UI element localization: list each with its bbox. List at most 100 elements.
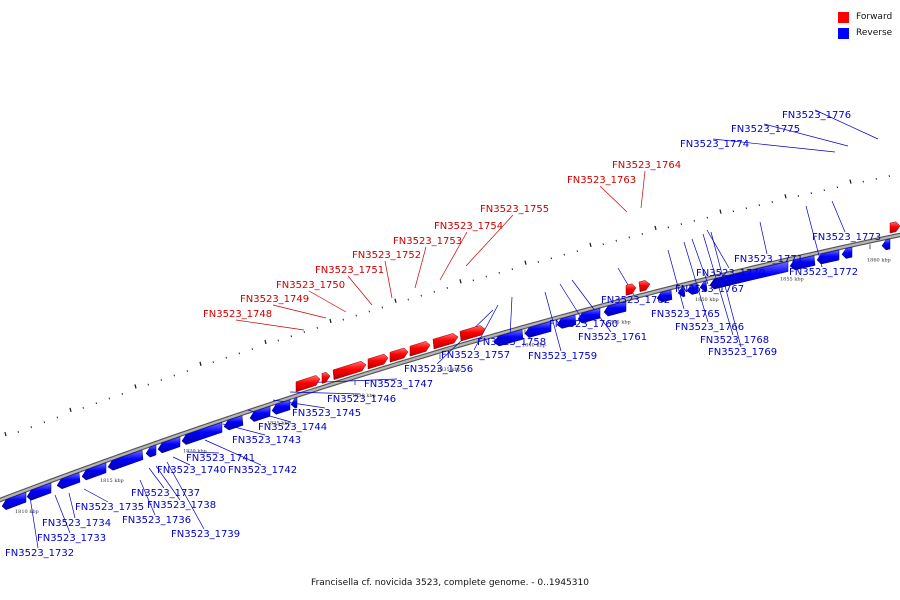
tick-mark xyxy=(563,253,566,256)
gene-label: FN3523_1744 xyxy=(258,422,327,433)
leader-line xyxy=(347,275,373,306)
leader-line xyxy=(204,439,262,466)
leader-line xyxy=(139,479,156,516)
legend-forward: Forward xyxy=(838,9,892,25)
leader-line xyxy=(712,138,836,153)
gene-label: FN3523_1763 xyxy=(567,175,636,186)
gene-box xyxy=(1,491,27,511)
gene-label: FN3523_1752 xyxy=(352,250,421,261)
kbp-ticks: 1810 kbp 1815 kbp 1820 kbp 1825 kbp 1830 kbp… xyxy=(15,244,891,515)
gene-box xyxy=(699,280,708,292)
reverse-gene-feature xyxy=(881,238,891,251)
reverse-gene-feature xyxy=(699,280,708,292)
tick-mark xyxy=(498,271,501,274)
tick-mark xyxy=(147,383,150,386)
gene-label: FN3523_1760 xyxy=(549,319,618,330)
leader-line xyxy=(272,399,326,409)
gene-box xyxy=(223,415,244,431)
tick-mark xyxy=(537,260,540,263)
gene-box xyxy=(656,289,673,303)
tick-mark xyxy=(160,379,163,382)
reverse-gene-feature xyxy=(816,249,840,265)
tick-mark xyxy=(849,179,852,184)
gene-box xyxy=(107,449,144,471)
forward-gene-feature xyxy=(432,333,459,350)
gene-label: FN3523_1774 xyxy=(680,139,749,150)
reverse-gene-feature xyxy=(556,314,577,329)
gene-box xyxy=(459,325,486,342)
leader-line xyxy=(710,231,742,348)
leader-line xyxy=(166,461,205,530)
tick-mark xyxy=(459,279,462,284)
gene-box xyxy=(367,353,389,370)
tick-mark xyxy=(433,290,436,293)
tick-mark xyxy=(693,219,696,222)
tick-mark xyxy=(602,243,605,246)
gene-label: FN3523_1734 xyxy=(42,518,111,529)
gene-labels: FN3523_1732 FN3523_1733 FN3523_1734 FN3523_… xyxy=(5,110,881,559)
tick-mark xyxy=(381,306,384,309)
gene-box xyxy=(577,307,601,324)
leader-line xyxy=(706,229,730,269)
tick-mark xyxy=(394,298,397,303)
forward-gene-feature xyxy=(889,221,900,234)
tick-mark xyxy=(771,201,774,204)
reverse-swatch xyxy=(838,27,849,39)
tick-mark xyxy=(108,397,111,400)
reverse-gene-feature xyxy=(26,482,52,501)
gene-box xyxy=(432,333,459,350)
leader-line xyxy=(155,465,181,501)
genome-caption: Francisella cf. novicida 3523, complete … xyxy=(311,578,589,588)
tick-mark xyxy=(628,236,631,239)
leader-line xyxy=(186,451,220,454)
reverse-gene-feature xyxy=(677,286,686,298)
tick-mark xyxy=(95,402,98,405)
gene-box xyxy=(290,397,298,409)
tick-mark xyxy=(251,348,254,351)
tick-mark xyxy=(758,204,761,207)
gene-box xyxy=(389,347,409,363)
tick-mark xyxy=(888,175,891,178)
leader-line xyxy=(68,492,76,519)
leader-line xyxy=(465,214,514,267)
gene-label: FN3523_1757 xyxy=(441,350,510,361)
leader-line xyxy=(83,488,109,503)
tick-mark xyxy=(706,216,709,219)
forward-gene-feature xyxy=(638,280,651,293)
reverse-gene-feature xyxy=(107,449,144,471)
leader-line xyxy=(148,467,165,489)
tick-mark xyxy=(134,384,137,389)
tick-mark xyxy=(303,331,306,334)
gene-box xyxy=(157,436,181,454)
gene-box xyxy=(181,421,223,445)
gene-label: FN3523_1751 xyxy=(315,265,384,276)
reverse-gene-feature xyxy=(157,436,181,454)
leader-line xyxy=(509,296,513,338)
tick-mark xyxy=(576,250,579,253)
gene-label: FN3523_1736 xyxy=(122,515,191,526)
gene-label: FN3523_1772 xyxy=(789,267,858,278)
kbp-tick-label: 1810 kbp xyxy=(15,509,39,515)
backbone-line xyxy=(0,233,900,502)
tick-mark xyxy=(784,194,787,199)
reverse-gene-feature xyxy=(577,307,601,324)
tick-mark xyxy=(56,416,59,419)
gene-box xyxy=(524,321,552,338)
leader-line xyxy=(172,456,191,466)
tick-mark xyxy=(43,421,46,424)
tick-mark xyxy=(667,226,670,229)
kbp-tick-label: 1845 kbp xyxy=(607,320,631,326)
leader-line xyxy=(54,494,71,534)
tick-mark xyxy=(589,242,592,248)
tick-mark xyxy=(446,286,449,289)
gene-box xyxy=(889,221,900,234)
kbp-tick-label: 1860 kbp xyxy=(867,257,891,263)
gene-box xyxy=(881,238,891,251)
gene-box xyxy=(556,314,577,329)
gene-features xyxy=(1,221,900,511)
leader-line xyxy=(439,231,468,281)
gene-label: FN3523_1759 xyxy=(528,351,597,362)
gene-box xyxy=(625,283,637,296)
gene-label: FN3523_1732 xyxy=(5,548,74,559)
tick-mark xyxy=(277,339,280,342)
